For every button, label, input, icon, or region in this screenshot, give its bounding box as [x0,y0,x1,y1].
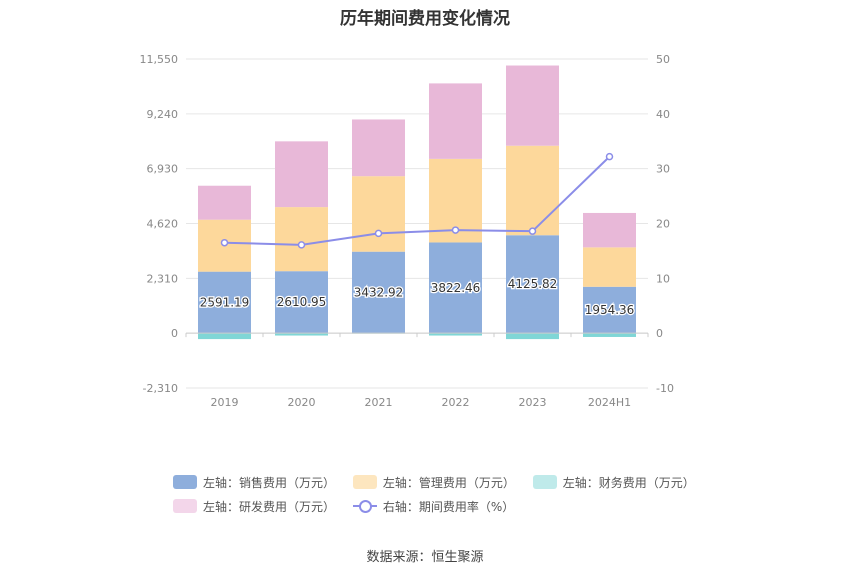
bar-segment [352,176,405,252]
right-axis-tick-label: 10 [656,272,670,285]
legend-swatch-finance [532,475,557,489]
bar-segment [352,119,405,177]
rate-point [605,152,614,161]
legend-swatch-rate [352,499,377,513]
legend-label-sales: 左轴：销售费用（万元） [203,475,336,490]
bar-data-label: 2610.95 [277,295,327,309]
left-axis-tick-label: 6,930 [147,163,179,176]
bar-data-label: 3822.46 [431,281,481,295]
bar-segment [198,271,251,334]
bar-segment [429,83,482,159]
legend-item-sales[interactable]: 左轴：销售费用（万元） [173,471,335,493]
bar-segment [506,333,559,340]
bar-data-label: 1954.36 [585,303,635,317]
rate-line [224,155,611,246]
legend-item-finance[interactable]: 左轴：财务费用（万元） [532,471,695,493]
legend-label-finance: 左轴：财务费用（万元） [562,475,695,490]
bar-segment [429,333,482,336]
bar-data-label: 4125.82 [508,277,558,291]
rate-point [297,241,306,249]
bar-segment [429,242,482,334]
bar-segment [583,247,636,287]
right-axis-tick-label: 30 [656,163,670,176]
bar-data-label: 2591.19 [200,295,250,309]
x-axis-tick-label: 2023 [519,396,547,409]
legend-row-2: 左轴：研发费用（万元） 右轴：期间费用率（%） [173,495,713,517]
source-text: 数据来源：恒生聚源 [366,550,484,565]
legend-label-rate: 右轴：期间费用率（%） [382,499,515,514]
x-axis-tick-label: 2021 [365,396,393,409]
bar-segment [352,251,405,334]
right-axis-tick-label: 20 [656,218,670,231]
left-axis-tick-label: 2,310 [147,272,179,285]
left-axis-tick-label: 0 [171,327,178,340]
left-axis-tick-label: 11,550 [140,53,179,66]
bar-segment [198,333,251,340]
legend-swatch-sales [173,475,197,489]
legend-item-rd[interactable]: 左轴：研发费用（万元） [173,495,335,517]
left-axis-tick-label: -2,310 [143,382,178,395]
bar-segment [506,65,559,146]
left-axis-tick-label: 4,620 [147,218,179,231]
right-axis-tick-label: 0 [656,327,663,340]
bar-segment [275,207,328,272]
bar-segment [198,185,251,220]
legend-label-admin: 左轴：管理费用（万元） [382,475,515,490]
bar-segment [583,333,636,337]
bar-segment [506,235,559,334]
x-axis-tick-label: 2024H1 [588,396,631,409]
bar-segment [275,271,328,334]
legend-swatch-admin [352,475,377,489]
legend-swatch-rd [173,499,197,513]
right-axis-tick-label: 50 [656,53,670,66]
right-axis-tick-label: -10 [656,382,674,395]
legend-item-admin[interactable]: 左轴：管理费用（万元） [352,471,515,493]
rate-point [451,226,460,234]
rate-point [528,227,537,235]
bar-segment [275,333,328,336]
rate-point [220,238,229,247]
chart-title: 历年期间费用变化情况 [340,9,510,29]
bar-segment [275,141,328,208]
legend-label-rd: 左轴：研发费用（万元） [203,499,336,514]
right-axis-tick-label: 40 [656,108,670,121]
rate-point [374,229,383,238]
x-axis-tick-label: 2020 [288,396,316,409]
legend-item-rate[interactable]: 右轴：期间费用率（%） [352,495,515,517]
legend-row-1: 左轴：销售费用（万元） 左轴：管理费用（万元） 左轴：财务费用（万元） [173,471,713,493]
left-axis-tick-label: 9,240 [147,108,179,121]
x-axis-tick-label: 2022 [442,396,470,409]
bar-segment [583,212,636,248]
bar-segment [583,286,636,334]
bar-data-label: 3432.92 [354,285,404,299]
x-axis-tick-label: 2019 [211,396,239,409]
bar-segment [506,145,559,236]
